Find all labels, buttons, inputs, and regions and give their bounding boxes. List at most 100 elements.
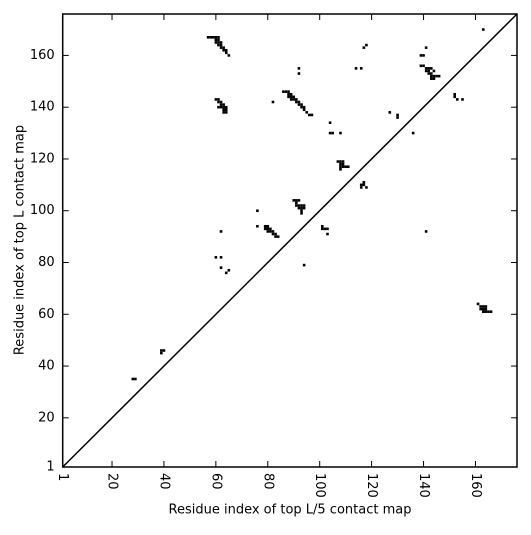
contact-point xyxy=(224,108,228,112)
contact-point xyxy=(484,307,488,311)
contact-point xyxy=(430,72,433,75)
contact-point xyxy=(297,199,301,202)
contact-point xyxy=(305,111,309,114)
contact-point xyxy=(219,41,223,44)
contact-point xyxy=(297,204,301,207)
contact-point xyxy=(224,51,228,55)
contact-point xyxy=(487,310,490,313)
contact-point xyxy=(219,46,223,49)
contact-point xyxy=(437,74,441,78)
x-tick-label: 100 xyxy=(312,473,327,498)
contact-point xyxy=(295,98,298,101)
contact-point xyxy=(224,111,228,114)
contact-point xyxy=(160,351,163,355)
contact-point xyxy=(481,310,485,313)
contact-point xyxy=(339,168,342,171)
contact-point xyxy=(271,100,275,104)
contact-point xyxy=(217,43,220,47)
contact-point xyxy=(365,43,368,47)
contact-point xyxy=(219,105,223,109)
x-tick-label: 160 xyxy=(468,473,483,498)
contact-point xyxy=(359,186,363,189)
contact-point xyxy=(292,98,296,101)
contact-point xyxy=(362,46,366,49)
contact-point xyxy=(424,230,428,233)
contact-point xyxy=(461,98,464,101)
contact-point xyxy=(430,74,433,78)
contact-point xyxy=(430,67,433,70)
contact-point xyxy=(222,105,225,109)
contact-point xyxy=(266,230,270,233)
contact-point xyxy=(339,165,342,169)
contact-point xyxy=(388,111,392,114)
contact-point xyxy=(211,36,215,39)
contact-point xyxy=(302,108,306,112)
contact-point xyxy=(217,98,220,101)
contact-point xyxy=(359,67,363,70)
contact-point xyxy=(217,41,220,44)
contact-point xyxy=(222,48,225,52)
x-tick-label: 120 xyxy=(364,473,379,498)
x-tick-label: 1 xyxy=(55,473,70,481)
contact-point xyxy=(432,74,436,78)
contact-point xyxy=(326,232,329,236)
contact-point xyxy=(362,183,366,187)
contact-point xyxy=(422,64,425,68)
contact-point xyxy=(427,67,431,70)
contact-point xyxy=(295,199,298,202)
y-tick-label: 160 xyxy=(30,48,55,63)
contact-point xyxy=(302,206,306,210)
contact-point xyxy=(339,131,342,135)
y-tick-label: 100 xyxy=(30,203,55,218)
contact-point xyxy=(419,64,423,68)
contact-point xyxy=(217,105,220,109)
contact-point xyxy=(302,263,306,267)
contact-point xyxy=(227,268,231,272)
contact-point xyxy=(297,67,301,70)
contact-point xyxy=(295,201,298,205)
contact-point xyxy=(217,38,220,42)
contact-point xyxy=(422,54,425,57)
contact-point xyxy=(297,72,301,75)
contact-point xyxy=(214,256,218,259)
contact-point xyxy=(224,271,228,275)
y-tick-label: 20 xyxy=(38,410,55,425)
contact-point xyxy=(227,54,231,57)
contact-point xyxy=(346,165,350,169)
contact-point xyxy=(263,227,267,231)
contact-point xyxy=(432,77,436,81)
contact-point xyxy=(424,46,428,49)
contact-point xyxy=(282,90,285,93)
contact-point xyxy=(295,204,298,207)
contact-point xyxy=(453,95,456,99)
contact-point xyxy=(455,98,459,101)
contact-point xyxy=(489,310,493,313)
y-tick-label: 1 xyxy=(46,460,54,475)
contact-point xyxy=(269,230,272,233)
contact-point xyxy=(479,305,482,308)
contact-point xyxy=(219,256,223,259)
contact-point xyxy=(300,212,303,215)
x-tick-label: 80 xyxy=(260,473,275,490)
contact-point xyxy=(256,209,259,213)
contact-point xyxy=(276,235,280,238)
x-axis-label: Residue index of top L/5 contact map xyxy=(169,503,412,518)
contact-point xyxy=(289,95,293,99)
contact-point xyxy=(287,90,290,93)
contact-point xyxy=(341,162,345,166)
contact-point xyxy=(339,162,342,166)
contact-point xyxy=(326,227,329,231)
contact-point xyxy=(222,111,225,114)
contact-point xyxy=(300,209,303,213)
contact-point xyxy=(297,206,301,210)
contact-point xyxy=(435,74,438,78)
contact-point xyxy=(481,307,485,311)
contact-point xyxy=(222,103,225,106)
contact-point xyxy=(284,90,288,93)
contact-point xyxy=(292,199,296,202)
contact-point xyxy=(321,224,324,228)
contact-point xyxy=(266,227,270,231)
contact-point xyxy=(162,349,166,352)
contact-point xyxy=(219,230,223,233)
